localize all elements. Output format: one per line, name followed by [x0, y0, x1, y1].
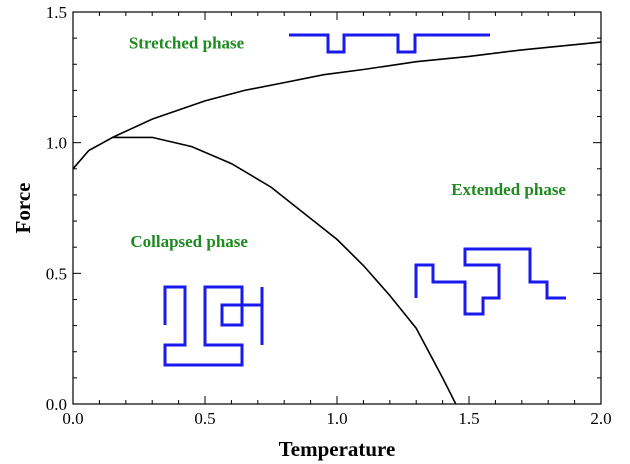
x-tick-label: 1.5: [458, 409, 479, 428]
label-collapsed-phase: Collapsed phase: [130, 232, 248, 251]
x-axis-title: Temperature: [279, 437, 396, 461]
label-stretched-phase: Stretched phase: [129, 34, 245, 53]
y-tick-label: 1.0: [46, 134, 67, 153]
x-tick-label: 1.0: [326, 409, 347, 428]
x-axis-ticks: 0.0 0.5 1.0 1.5 2.0: [62, 12, 612, 428]
x-tick-label: 0.5: [194, 409, 215, 428]
phase-boundary-line-2: [112, 41, 602, 139]
stretched-polymer-icon: [289, 33, 490, 54]
x-tick-label: 0.0: [62, 409, 83, 428]
y-tick-label: 0.5: [46, 264, 67, 283]
y-axis-ticks: 0.0 0.5 1.0 1.5: [46, 3, 601, 414]
y-tick-label: 1.5: [46, 3, 67, 22]
extended-polymer-icon: [414, 247, 566, 316]
label-extended-phase: Extended phase: [451, 180, 566, 199]
collapsed-polymer-icon: [163, 285, 264, 367]
phase-boundary-curves: [72, 41, 602, 405]
y-tick-label: 0.0: [46, 395, 67, 414]
plot-frame: [72, 11, 602, 405]
x-tick-label: 2.0: [590, 409, 611, 428]
phase-boundary-line-1: [72, 136, 457, 405]
y-axis-title: Force: [11, 183, 35, 234]
phase-labels: Stretched phase Extended phase Collapsed…: [129, 34, 567, 252]
